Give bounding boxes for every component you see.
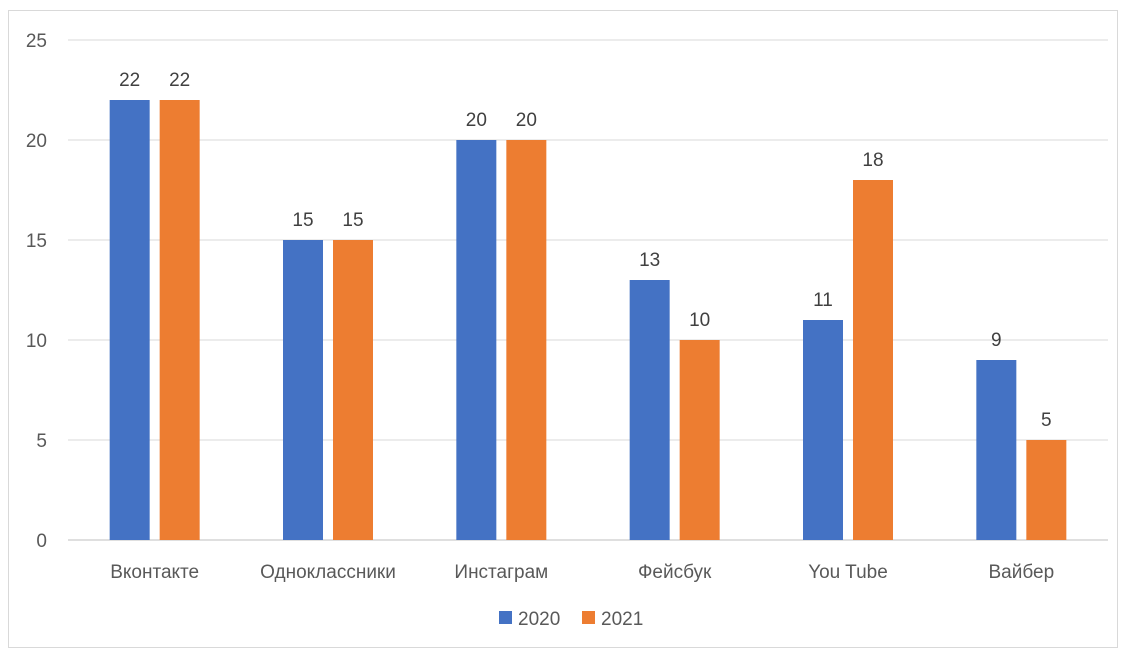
legend-swatch [499, 611, 512, 624]
bar [109, 100, 150, 540]
data-label: 22 [169, 70, 190, 91]
data-labels: 22 22 15 15 20 20 13 10 11 18 9 5 [119, 70, 1052, 431]
data-label: 15 [292, 210, 313, 231]
legend-label: 2021 [601, 609, 643, 630]
y-tick-label: 0 [36, 531, 47, 552]
legend: 2020 2021 [499, 609, 643, 630]
y-tick-label: 20 [26, 131, 47, 152]
data-label: 20 [466, 110, 487, 131]
gridlines [68, 39, 1108, 541]
data-label: 15 [342, 210, 363, 231]
bar [506, 140, 547, 540]
data-label: 11 [813, 290, 833, 311]
bar [679, 340, 720, 540]
bar [853, 180, 893, 540]
data-label: 9 [991, 330, 1002, 351]
bar [456, 140, 497, 540]
x-category-label: Одноклассники [260, 562, 396, 583]
x-category-label: You Tube [808, 562, 888, 583]
x-category-label: Фейсбук [638, 562, 712, 583]
data-label: 13 [639, 250, 660, 271]
legend-label: 2020 [518, 609, 560, 630]
y-tick-label: 5 [36, 431, 47, 452]
data-label: 18 [862, 150, 883, 171]
x-category-label: Вконтакте [110, 562, 199, 583]
x-axis: Вконтакте Одноклассники Инстаграм Фейсбук Yo… [110, 562, 1054, 583]
legend-swatch [582, 611, 595, 624]
x-category-label: Инстаграм [454, 562, 548, 583]
bars [109, 100, 1067, 540]
y-tick-label: 10 [26, 331, 47, 352]
data-label: 22 [119, 70, 140, 91]
bar [976, 360, 1017, 540]
bar [333, 240, 373, 540]
data-label: 10 [689, 310, 710, 331]
bar [629, 280, 670, 540]
bar [159, 100, 200, 540]
y-tick-label: 25 [26, 31, 47, 52]
y-tick-label: 15 [26, 231, 47, 252]
data-label: 5 [1041, 410, 1052, 431]
bar [283, 240, 323, 540]
y-axis: 0 5 10 15 20 25 [26, 31, 47, 552]
x-category-label: Вайбер [989, 562, 1055, 583]
data-label: 20 [516, 110, 537, 131]
bar [1026, 440, 1067, 540]
bar [803, 320, 843, 540]
